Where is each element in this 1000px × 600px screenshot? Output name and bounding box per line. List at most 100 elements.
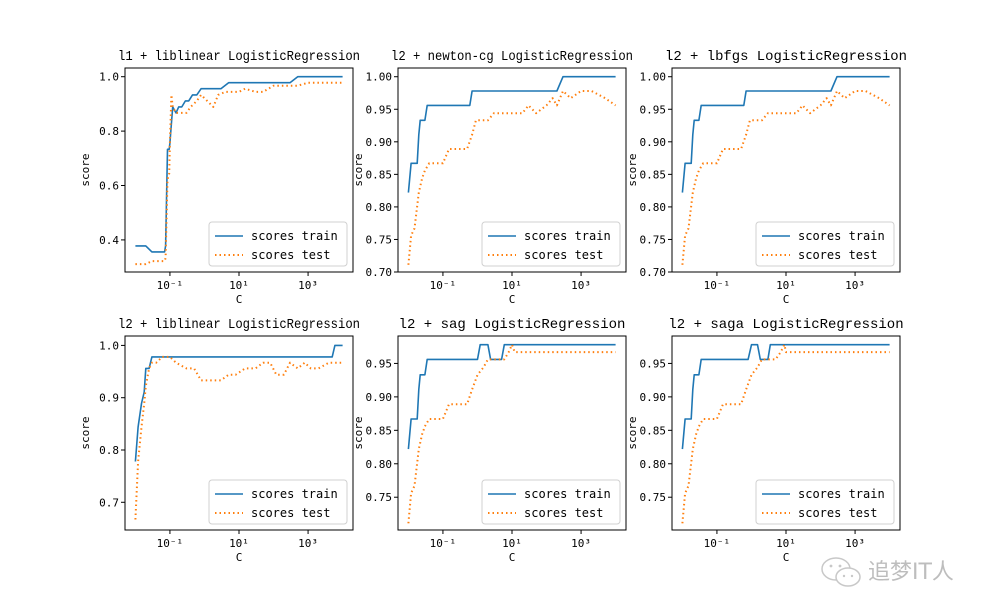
watermark: 追梦IT人 <box>820 556 954 590</box>
y-axis-label: score <box>79 153 92 186</box>
legend: scores train scores test <box>208 221 348 267</box>
y-tick-label: 0.90 <box>640 136 667 149</box>
x-axis-label: C <box>783 551 790 564</box>
y-tick-label: 0.7 <box>99 496 119 509</box>
series-line-test <box>681 90 891 265</box>
legend-label: scores test <box>251 248 330 262</box>
y-tick-label: 0.8 <box>99 444 119 457</box>
y-tick-label: 0.90 <box>366 391 393 404</box>
y-tick-label: 0.8 <box>99 125 119 138</box>
legend: scores train scores test <box>208 479 348 525</box>
y-tick-label: 0.75 <box>640 491 667 504</box>
y-tick-label: 0.95 <box>366 103 393 116</box>
legend: scores train scores test <box>755 221 895 267</box>
x-tick-label: 10³ <box>571 537 591 550</box>
chat-bubble-icon <box>821 557 861 587</box>
y-tick-label: 0.75 <box>640 233 667 246</box>
x-axis-label: C <box>783 293 790 306</box>
x-tick-label: 10¹ <box>776 279 796 292</box>
x-axis-label: C <box>509 551 516 564</box>
legend-label: scores test <box>798 248 877 262</box>
y-tick-label: 0.4 <box>99 234 119 247</box>
y-axis-label: score <box>626 153 639 186</box>
y-tick-label: 0.6 <box>99 180 119 193</box>
y-axis-label: score <box>352 153 365 186</box>
y-tick-label: 1.0 <box>99 71 119 84</box>
x-tick-label: 10¹ <box>776 537 796 550</box>
legend-label: scores test <box>798 506 877 520</box>
series-line-test <box>407 90 617 265</box>
legend-box <box>755 479 895 525</box>
x-tick-label: 10¹ <box>502 537 522 550</box>
legend: scores train scores test <box>481 479 621 525</box>
legend-label: scores train <box>798 229 885 243</box>
x-tick-label: 10³ <box>571 279 591 292</box>
x-tick-label: 10¹ <box>229 537 249 550</box>
legend-box <box>481 479 621 525</box>
subplot-title: l2 + sag LogisticRegression <box>399 317 626 333</box>
y-tick-label: 0.85 <box>640 168 667 181</box>
y-tick-label: 0.80 <box>366 458 393 471</box>
subplot-3: l2 + lbfgs LogisticRegression 0.70 0.75 0.8… <box>626 49 907 306</box>
series-line-train <box>407 75 616 193</box>
legend-box <box>755 221 895 267</box>
x-tick-label: 10³ <box>845 279 865 292</box>
y-tick-label: 0.70 <box>366 266 393 279</box>
subplot-2: l2 + newton-cg LogisticRegression 0.70 0.7… <box>352 49 633 306</box>
y-tick-label: 0.85 <box>366 168 393 181</box>
subplot-title: l2 + saga LogisticRegression <box>668 317 903 333</box>
y-tick-label: 1.00 <box>640 71 667 84</box>
series-line-test <box>407 343 616 524</box>
subplot-title: l2 + lbfgs LogisticRegression <box>665 49 907 65</box>
legend-label: scores train <box>251 487 338 501</box>
x-axis-label: C <box>236 551 243 564</box>
y-tick-label: 0.80 <box>366 201 393 214</box>
x-tick-label: 10⁻¹ <box>704 537 731 550</box>
x-tick-label: 10³ <box>845 537 865 550</box>
subplot-title: l2 + liblinear LogisticRegression <box>118 317 360 333</box>
y-tick-label: 0.90 <box>366 136 393 149</box>
series-line-train <box>407 343 616 450</box>
series-line-test <box>135 81 343 266</box>
x-tick-label: 10⁻¹ <box>430 537 457 550</box>
subplot-6: l2 + saga LogisticRegression 0.75 0.80 0.85… <box>626 317 904 564</box>
y-tick-label: 0.80 <box>640 201 667 214</box>
y-tick-label: 0.95 <box>366 357 393 370</box>
series-line-train <box>681 343 890 450</box>
legend-label: scores test <box>524 248 603 262</box>
x-tick-label: 10³ <box>298 279 318 292</box>
legend-label: scores test <box>524 506 603 520</box>
subplot-4: l2 + liblinear LogisticRegression 0.7 0.8 0… <box>79 317 360 564</box>
y-tick-label: 0.9 <box>99 392 119 405</box>
x-axis-label: C <box>509 293 516 306</box>
y-tick-label: 1.00 <box>366 71 393 84</box>
watermark-text: 追梦IT人 <box>868 560 954 585</box>
x-axis-label: C <box>236 293 243 306</box>
x-tick-label: 10¹ <box>502 279 522 292</box>
series-line-train <box>134 344 343 462</box>
series-line-train <box>681 75 890 193</box>
y-tick-label: 1.0 <box>99 339 119 352</box>
y-axis-label: score <box>626 416 639 449</box>
x-tick-label: 10⁻¹ <box>157 279 184 292</box>
legend-label: scores train <box>798 487 885 501</box>
legend-box <box>208 479 348 525</box>
x-tick-label: 10⁻¹ <box>430 279 457 292</box>
y-tick-label: 0.75 <box>366 233 393 246</box>
y-tick-label: 0.90 <box>640 391 667 404</box>
legend-box <box>208 221 348 267</box>
legend-box <box>481 221 621 267</box>
y-tick-label: 0.80 <box>640 458 667 471</box>
y-tick-label: 0.85 <box>640 424 667 437</box>
legend-label: scores train <box>524 487 611 501</box>
subplot-title: l1 + liblinear LogisticRegression <box>118 49 360 65</box>
y-axis-label: score <box>79 416 92 449</box>
y-tick-label: 0.95 <box>640 103 667 116</box>
x-tick-label: 10⁻¹ <box>704 279 731 292</box>
legend-label: scores train <box>524 229 611 243</box>
y-tick-label: 0.70 <box>640 266 667 279</box>
y-tick-label: 0.85 <box>366 424 393 437</box>
y-axis-label: score <box>352 416 365 449</box>
y-tick-label: 0.75 <box>366 491 393 504</box>
